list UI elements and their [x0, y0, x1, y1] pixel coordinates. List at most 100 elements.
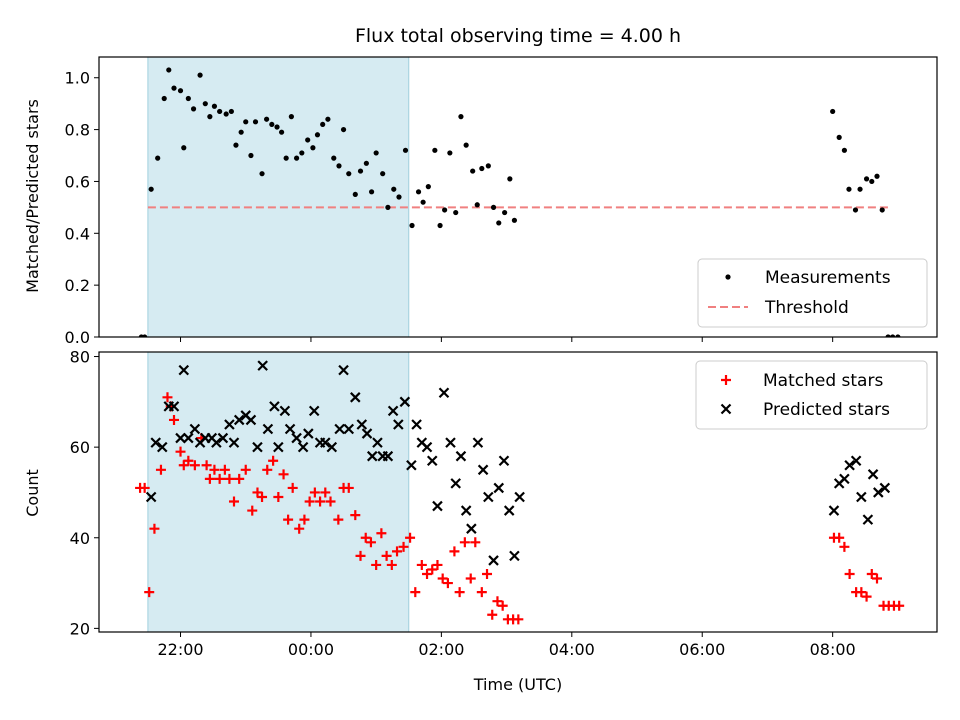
predicted-stars-point	[477, 464, 489, 476]
top-y-axis-title: Matched/Predicted stars	[23, 99, 42, 293]
matched-stars-point	[252, 487, 263, 498]
predicted-stars-point	[450, 478, 461, 489]
measurement-point	[166, 67, 172, 73]
measurement-point	[202, 101, 208, 107]
top-marks	[138, 67, 901, 337]
measurement-point	[233, 142, 239, 148]
bottom-plot-area: 20 40 60 80 22:00 00:00 02:00 04:00 06:00 08:00 Ma…	[70, 348, 938, 659]
legend-measurements-label: Measurements	[765, 268, 891, 288]
measurement-point	[373, 150, 379, 156]
predicted-stars-point	[228, 437, 240, 448]
measurement-point	[830, 108, 836, 115]
bottom-y-tick-label: 20	[70, 619, 90, 638]
predicted-stars-point	[334, 423, 345, 435]
measurement-point	[409, 222, 415, 229]
measurement-point	[217, 108, 223, 115]
measurement-point	[155, 155, 161, 161]
predicted-stars-point	[372, 437, 383, 448]
matched-stars-point	[856, 587, 867, 598]
predicted-stars-point	[445, 437, 456, 448]
predicted-stars-point	[399, 396, 411, 408]
matched-stars-point	[482, 569, 493, 580]
predicted-stars-point	[224, 419, 235, 430]
top-y-tick-label: 0.0	[65, 328, 90, 347]
predicted-stars-point	[189, 423, 201, 435]
measurement-point	[283, 155, 289, 161]
measurement-point	[490, 204, 497, 210]
measurement-point	[463, 142, 469, 148]
matched-stars-point	[437, 573, 448, 584]
predicted-stars-point	[498, 455, 510, 467]
matched-stars-point	[168, 414, 179, 425]
measurement-point	[368, 189, 375, 195]
measurement-point	[320, 121, 326, 128]
predicted-stars-point	[145, 491, 157, 503]
measurement-point	[346, 171, 352, 177]
measurement-point	[511, 217, 518, 223]
measurement-point	[264, 116, 270, 122]
measurement-point	[181, 145, 187, 151]
measurement-point	[314, 132, 321, 138]
measurement-point	[207, 114, 213, 120]
matched-stars-point	[834, 532, 845, 543]
measurement-point	[305, 137, 311, 143]
predicted-stars-point	[245, 414, 257, 426]
measurement-point	[890, 334, 896, 337]
measurement-point	[420, 199, 426, 205]
matched-stars-point	[257, 491, 268, 502]
predicted-stars-point	[472, 437, 484, 448]
measurement-point	[185, 95, 191, 102]
measurement-point	[857, 186, 863, 192]
matched-stars-point	[442, 578, 453, 589]
matched-stars-point	[365, 537, 376, 548]
measurement-point	[863, 176, 870, 182]
bottom-series-0	[135, 392, 905, 625]
legend-predicted-stars-label: Predicted stars	[763, 400, 890, 420]
bottom-legend: Matched stars Predicted stars	[695, 360, 928, 430]
matched-stars-point	[476, 587, 487, 598]
predicted-stars-point	[460, 505, 472, 516]
measurement-point	[874, 173, 880, 179]
measurement-point	[211, 103, 218, 109]
bottom-x-tick-label: 22:00	[157, 640, 203, 659]
bottom-x-tick-label: 00:00	[288, 640, 334, 659]
predicted-stars-point	[862, 514, 874, 525]
bottom-marks	[135, 360, 905, 625]
measurement-point	[299, 150, 305, 156]
predicted-stars-point	[175, 432, 186, 444]
predicted-stars-point	[850, 455, 862, 467]
top-axes-frame	[98, 56, 938, 338]
x-axis-title: Time (UTC)	[473, 675, 562, 694]
matched-stars-point	[410, 587, 421, 598]
bottom-panel: 20 40 60 80 22:00 00:00 02:00 04:00 06:00 08:00 Ma…	[23, 348, 938, 694]
predicted-stars-point	[217, 432, 229, 444]
matched-stars-point	[234, 473, 245, 484]
predicted-stars-point	[382, 450, 394, 462]
bottom-y-tick-label: 40	[70, 529, 90, 548]
predicted-stars-point	[844, 459, 855, 471]
predicted-stars-point	[308, 405, 320, 417]
predicted-stars-point	[150, 437, 162, 448]
measurement-point	[895, 334, 901, 337]
predicted-stars-point	[284, 423, 296, 435]
matched-stars-point	[416, 559, 427, 570]
matched-stars-point	[299, 514, 310, 525]
matched-stars-point	[155, 464, 166, 475]
predicted-stars-point	[338, 364, 349, 376]
matched-stars-point	[201, 460, 212, 471]
predicted-stars-point	[320, 437, 331, 448]
matched-stars-point	[465, 573, 476, 584]
matched-stars-point	[144, 587, 155, 598]
predicted-stars-point	[856, 491, 867, 503]
measurement-point	[325, 116, 331, 122]
matched-stars-point	[278, 469, 289, 480]
matched-stars-point	[405, 532, 416, 543]
matched-stars-point	[398, 541, 409, 552]
matched-stars-point	[283, 514, 294, 525]
predicted-stars-point	[356, 419, 368, 430]
measurement-point	[310, 145, 316, 151]
measurement-point	[502, 209, 508, 216]
measurement-point	[402, 147, 409, 153]
matched-stars-point	[204, 473, 215, 484]
matched-stars-point	[139, 482, 150, 493]
